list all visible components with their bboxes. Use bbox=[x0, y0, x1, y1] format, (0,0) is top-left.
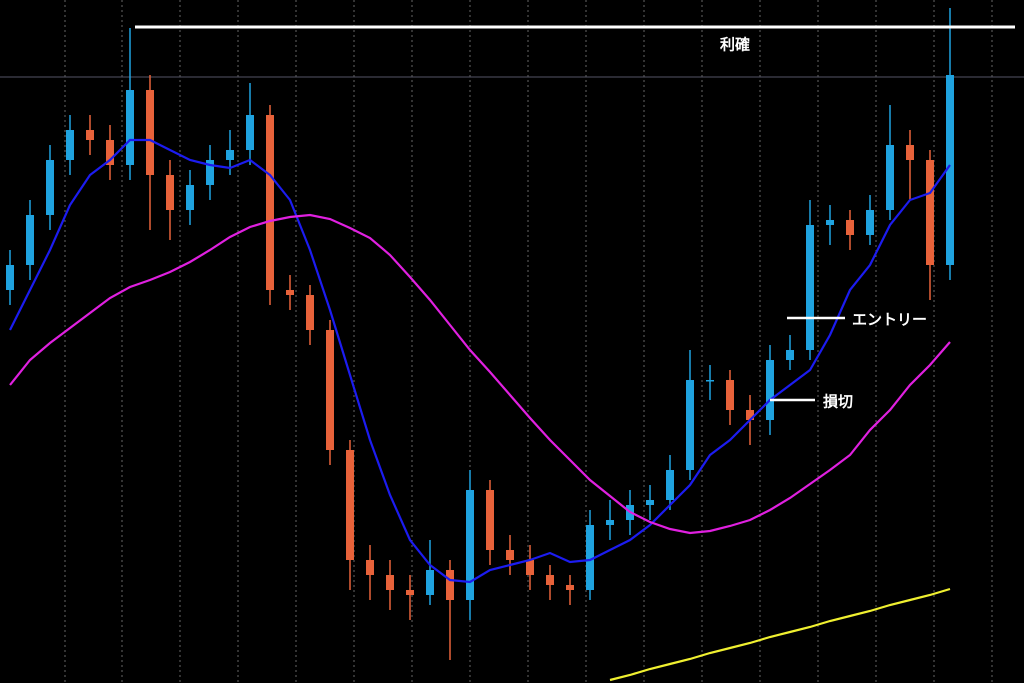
candle-body bbox=[106, 140, 114, 165]
candle-body bbox=[806, 225, 814, 350]
candle-body bbox=[146, 90, 154, 175]
candle-body bbox=[866, 210, 874, 235]
candle-body bbox=[846, 220, 854, 235]
candle-body bbox=[886, 145, 894, 210]
candle-body bbox=[346, 450, 354, 560]
candle-body bbox=[266, 115, 274, 290]
candle-body bbox=[506, 550, 514, 560]
candle-body bbox=[926, 160, 934, 265]
candle-body bbox=[566, 585, 574, 590]
candle-body bbox=[526, 560, 534, 575]
candle-body bbox=[586, 525, 594, 590]
candle-body bbox=[186, 185, 194, 210]
candle-body bbox=[166, 175, 174, 210]
candle-body bbox=[6, 265, 14, 290]
candle-body bbox=[26, 215, 34, 265]
moving-average-line bbox=[609, 587, 951, 682]
candle-body bbox=[246, 115, 254, 150]
candle-body bbox=[746, 410, 754, 420]
candle-body bbox=[666, 470, 674, 500]
candle-body bbox=[426, 570, 434, 595]
candle-body bbox=[46, 160, 54, 215]
candle-body bbox=[686, 380, 694, 470]
candle-body bbox=[546, 575, 554, 585]
vertical-grid bbox=[64, 0, 993, 683]
candle-body bbox=[446, 570, 454, 600]
moving-average-line bbox=[9, 138, 951, 584]
candle-body bbox=[766, 360, 774, 420]
moving-average-line bbox=[9, 213, 951, 535]
candle-body bbox=[306, 295, 314, 330]
candle-body bbox=[326, 330, 334, 450]
candle-body bbox=[226, 150, 234, 160]
candle-body bbox=[906, 145, 914, 160]
candle-body bbox=[646, 500, 654, 505]
annotation-label: エントリー bbox=[852, 311, 927, 329]
candle-body bbox=[126, 90, 134, 165]
candle-body bbox=[706, 380, 714, 382]
candle-body bbox=[406, 590, 414, 595]
candle-body bbox=[206, 160, 214, 185]
candle-body bbox=[386, 575, 394, 590]
candle-body bbox=[786, 350, 794, 360]
candle-body bbox=[826, 220, 834, 225]
candle-body bbox=[286, 290, 294, 295]
candle-body bbox=[946, 75, 954, 265]
candle-body bbox=[726, 380, 734, 410]
candle-body bbox=[66, 130, 74, 160]
candle-body bbox=[486, 490, 494, 550]
annotation-label: 利確 bbox=[720, 36, 750, 54]
candle-body bbox=[606, 520, 614, 525]
candle-body bbox=[466, 490, 474, 600]
candle-body bbox=[366, 560, 374, 575]
annotation-label: 損切 bbox=[823, 393, 853, 411]
candle-body bbox=[86, 130, 94, 140]
